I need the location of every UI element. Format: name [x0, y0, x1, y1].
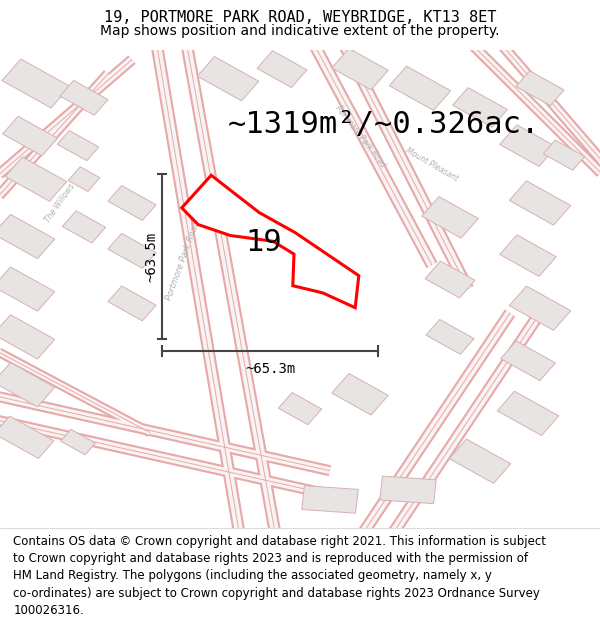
- Polygon shape: [5, 157, 67, 201]
- Polygon shape: [302, 486, 358, 513]
- Polygon shape: [0, 267, 55, 311]
- Text: 100026316.: 100026316.: [13, 604, 84, 617]
- Text: ~63.5m: ~63.5m: [144, 232, 158, 282]
- Text: Contains OS data © Crown copyright and database right 2021. This information is : Contains OS data © Crown copyright and d…: [13, 535, 546, 548]
- Polygon shape: [500, 341, 556, 381]
- Polygon shape: [2, 59, 70, 108]
- Polygon shape: [380, 476, 436, 504]
- Polygon shape: [62, 211, 106, 243]
- Polygon shape: [57, 131, 99, 161]
- Polygon shape: [68, 167, 100, 191]
- Polygon shape: [0, 416, 54, 458]
- Polygon shape: [0, 362, 55, 407]
- Polygon shape: [108, 286, 156, 321]
- Polygon shape: [449, 439, 511, 483]
- Polygon shape: [0, 214, 55, 259]
- Polygon shape: [108, 186, 156, 221]
- Polygon shape: [0, 315, 55, 359]
- Polygon shape: [332, 374, 388, 415]
- Polygon shape: [422, 197, 478, 238]
- Polygon shape: [516, 71, 564, 106]
- Polygon shape: [182, 175, 359, 308]
- Polygon shape: [509, 181, 571, 225]
- Polygon shape: [425, 261, 475, 298]
- Text: 19: 19: [245, 228, 283, 257]
- Polygon shape: [332, 48, 388, 90]
- Polygon shape: [2, 116, 58, 156]
- Polygon shape: [61, 429, 95, 455]
- Text: 19, PORTMORE PARK ROAD, WEYBRIDGE, KT13 8ET: 19, PORTMORE PARK ROAD, WEYBRIDGE, KT13 …: [104, 10, 496, 25]
- Text: Portmore Park Road: Portmore Park Road: [333, 103, 387, 169]
- Polygon shape: [543, 140, 585, 170]
- Polygon shape: [389, 66, 451, 111]
- Text: Map shows position and indicative extent of the property.: Map shows position and indicative extent…: [100, 24, 500, 38]
- Polygon shape: [60, 81, 108, 115]
- Text: Portmore Park Road: Portmore Park Road: [164, 219, 202, 301]
- Polygon shape: [426, 319, 474, 354]
- Text: HM Land Registry. The polygons (including the associated geometry, namely x, y: HM Land Registry. The polygons (includin…: [13, 569, 492, 582]
- Polygon shape: [257, 51, 307, 88]
- Text: Mount Pleasant: Mount Pleasant: [404, 146, 460, 183]
- Polygon shape: [497, 391, 559, 436]
- Polygon shape: [452, 88, 508, 127]
- Text: to Crown copyright and database rights 2023 and is reproduced with the permissio: to Crown copyright and database rights 2…: [13, 552, 528, 565]
- Text: The Willows: The Willows: [43, 182, 77, 224]
- Polygon shape: [108, 233, 156, 268]
- Polygon shape: [509, 286, 571, 331]
- Text: ~65.3m: ~65.3m: [245, 362, 295, 376]
- Text: co-ordinates) are subject to Crown copyright and database rights 2023 Ordnance S: co-ordinates) are subject to Crown copyr…: [13, 587, 540, 599]
- Polygon shape: [278, 392, 322, 424]
- Polygon shape: [197, 56, 259, 101]
- Polygon shape: [500, 125, 556, 166]
- Polygon shape: [500, 235, 556, 276]
- Text: ~1319m²/~0.326ac.: ~1319m²/~0.326ac.: [228, 109, 541, 139]
